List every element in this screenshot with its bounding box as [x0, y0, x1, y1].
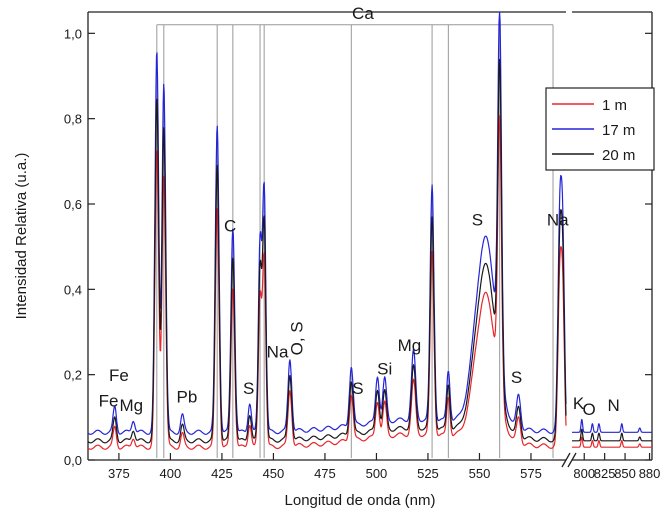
y-tick-label: 1,0 [64, 26, 82, 41]
y-axis-title: Intensidad Relativa (u.a.) [13, 153, 30, 320]
series-line-20m-seg0 [87, 58, 567, 444]
element-label: Mg [398, 336, 422, 355]
legend-label-2: 20 m [602, 147, 635, 164]
legend-label-1: 17 m [602, 122, 635, 139]
x-tick-label: 475 [314, 466, 336, 481]
element-label: K [573, 394, 585, 413]
x-tick-label: 575 [520, 466, 542, 481]
x-tick-label: 525 [417, 466, 439, 481]
element-label: Na [267, 343, 289, 362]
element-label: N [607, 396, 619, 415]
x-tick-label: 400 [160, 466, 182, 481]
element-label: Na [547, 210, 569, 229]
series-line-17m-seg1 [571, 418, 653, 433]
y-tick-label: 0,6 [64, 197, 82, 212]
x-tick-label: 880 [639, 466, 661, 481]
ca-group-label: Ca [352, 4, 374, 23]
element-label: Mg [119, 396, 143, 415]
x-tick-label: 425 [211, 466, 233, 481]
element-label: C [224, 217, 236, 236]
y-tick-label: 0,4 [64, 282, 82, 297]
axis-break-mark-0 [561, 452, 571, 468]
x-axis-title: Longitud de onda (nm) [285, 492, 436, 509]
series-line-20m-seg1 [571, 428, 653, 442]
element-label: Fe [109, 366, 129, 385]
x-tick-label: 375 [108, 466, 130, 481]
element-label: S [352, 379, 363, 398]
element-label: S [511, 368, 522, 387]
series-line-1m-seg1 [571, 436, 653, 448]
element-label: O, S [287, 321, 306, 355]
x-tick-label: 850 [614, 466, 636, 481]
x-tick-label: 800 [573, 466, 595, 481]
y-tick-label: 0,8 [64, 112, 82, 127]
y-tick-label: 0,0 [64, 453, 82, 468]
element-label: Si [377, 360, 392, 379]
series-line-17m-seg0 [87, 11, 567, 435]
x-tick-label: 550 [469, 466, 491, 481]
element-label: S [243, 379, 254, 398]
element-label: Fe [99, 392, 119, 411]
element-label: S [472, 210, 483, 229]
y-tick-label: 0,2 [64, 368, 82, 383]
x-tick-label: 500 [366, 466, 388, 481]
legend-label-0: 1 m [602, 97, 627, 114]
element-label: O [583, 400, 596, 419]
element-label: Pb [176, 387, 197, 406]
x-tick-label: 450 [263, 466, 285, 481]
x-tick-label: 825 [594, 466, 616, 481]
axis-break-mark-1 [567, 452, 577, 468]
